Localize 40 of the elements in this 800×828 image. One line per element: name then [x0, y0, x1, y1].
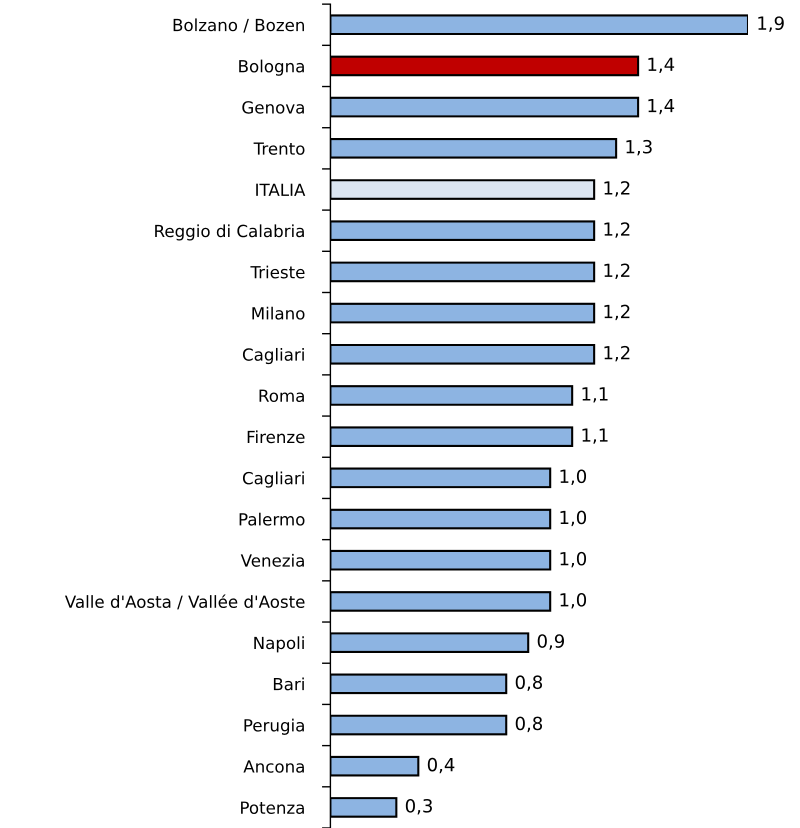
data-label: 1,4 — [648, 58, 674, 74]
data-label: 0,8 — [516, 675, 542, 691]
y-tick-label: Napoli — [254, 636, 304, 652]
y-tick-label: Bolzano / Bozen — [174, 18, 304, 33]
y-tick-label: Palermo — [240, 512, 304, 526]
data-label: 0,9 — [538, 634, 564, 650]
y-tick-label: Cagliari — [242, 472, 304, 488]
data-label: 1,0 — [560, 469, 586, 485]
y-tick-label: Cagliari — [242, 348, 304, 364]
data-label: 0,4 — [428, 758, 454, 774]
y-tick-label: Bologna — [239, 60, 304, 76]
data-label: 1,0 — [560, 593, 586, 609]
y-tick-label: Venezia — [240, 554, 304, 567]
data-label: 1,2 — [604, 346, 630, 362]
y-tick-label: Milano — [252, 306, 304, 320]
data-label: 1,0 — [560, 552, 586, 568]
y-tick-label: ITALIA — [256, 184, 306, 196]
data-label: 1,3 — [626, 140, 652, 156]
data-label: 1,2 — [604, 263, 630, 279]
y-tick-label: Genova — [242, 101, 304, 114]
data-label: 1,4 — [648, 98, 674, 114]
data-label: 1,2 — [604, 222, 630, 238]
y-tick-label: Firenze — [248, 430, 305, 444]
data-label: 1,2 — [604, 181, 630, 197]
y-tick-label: Reggio di Calabria — [155, 224, 304, 240]
data-label: 1,2 — [604, 304, 630, 320]
data-label: 0,8 — [516, 716, 542, 732]
y-tick-label: Roma — [260, 390, 304, 402]
y-tick-label: Trieste — [250, 266, 305, 278]
data-label: 1,1 — [582, 428, 608, 444]
y-tick-label: Bari — [274, 677, 304, 690]
y-tick-label: Valle d'Aosta / Vallée d'Aoste — [64, 594, 305, 610]
y-tick-label: Trento — [254, 142, 304, 155]
data-label: 0,3 — [406, 798, 432, 814]
y-tick-label: Perugia — [244, 718, 304, 735]
data-label: 1,1 — [582, 387, 608, 403]
y-tick-label: Ancona — [243, 760, 304, 773]
data-label: 1,9 — [758, 16, 784, 32]
data-label: 1,0 — [560, 510, 586, 526]
y-tick-label: Potenza — [241, 802, 304, 814]
